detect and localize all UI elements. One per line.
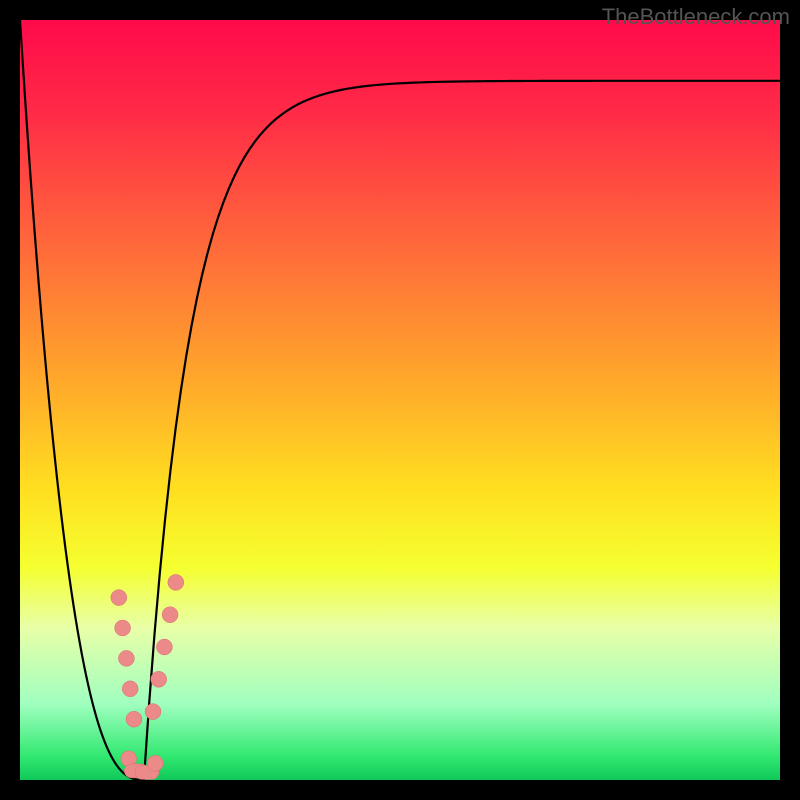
watermark-label: TheBottleneck.com: [602, 4, 790, 30]
curve-marker: [151, 671, 167, 687]
curve-marker: [115, 620, 131, 636]
curve-marker: [162, 607, 178, 623]
curve-marker: [126, 711, 142, 727]
curve-marker: [122, 681, 138, 697]
curve-marker: [168, 574, 184, 590]
plot-background: [20, 20, 780, 780]
curve-marker: [118, 650, 134, 666]
curve-marker: [156, 639, 172, 655]
curve-marker: [111, 590, 127, 606]
bottleneck-chart: TheBottleneck.com: [0, 0, 800, 800]
curve-marker: [147, 755, 163, 771]
chart-svg: [0, 0, 800, 800]
curve-marker: [145, 704, 161, 720]
